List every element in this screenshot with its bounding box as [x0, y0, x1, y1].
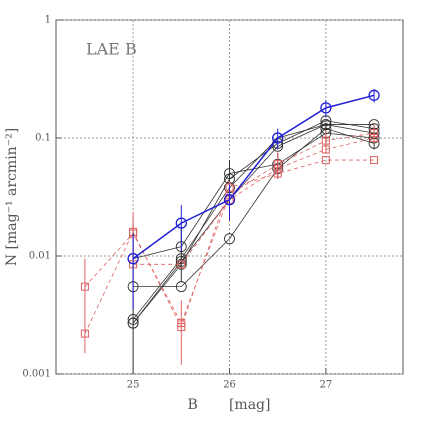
marker [224, 168, 235, 179]
series [127, 122, 380, 374]
marker [273, 164, 282, 173]
x-tick-label: 27 [320, 380, 333, 391]
y-axis-label: N [mag⁻¹ arcmin⁻²] [4, 128, 20, 266]
marker [224, 233, 235, 245]
marker [272, 132, 284, 144]
marker [273, 169, 282, 178]
marker [320, 102, 332, 114]
series [127, 123, 380, 293]
series-line [133, 128, 375, 288]
marker [127, 252, 139, 265]
marker [321, 136, 330, 145]
x-axis-label: B [mag] [188, 397, 271, 413]
marker [370, 134, 379, 142]
y-tick-label: 1 [45, 15, 51, 26]
marker [368, 89, 380, 101]
series-line [132, 124, 375, 324]
marker [80, 329, 89, 338]
marker [370, 129, 379, 138]
series-line [132, 124, 375, 320]
marker [127, 317, 139, 329]
marker [321, 145, 330, 154]
marker [320, 119, 332, 131]
marker [223, 194, 236, 206]
annotation: LAE B [86, 40, 137, 59]
series-line [132, 94, 375, 260]
series-line [133, 137, 375, 265]
series-line [132, 120, 375, 324]
marker [321, 156, 330, 165]
marker [370, 156, 379, 165]
series [127, 89, 380, 310]
plot-area [80, 89, 380, 374]
x-tick-label: 25 [127, 380, 140, 391]
marker [80, 282, 89, 291]
marker [175, 255, 187, 267]
marker [177, 323, 186, 332]
marker [177, 260, 186, 269]
series-line [133, 132, 375, 260]
y-tick-label: 0.001 [22, 369, 51, 380]
series [80, 156, 379, 338]
y-tick-label: 0.01 [29, 251, 51, 262]
y-tick-label: 0.1 [35, 133, 51, 144]
x-tick-label: 26 [223, 380, 236, 391]
marker [273, 160, 282, 169]
series [129, 134, 379, 269]
marker [175, 217, 187, 229]
